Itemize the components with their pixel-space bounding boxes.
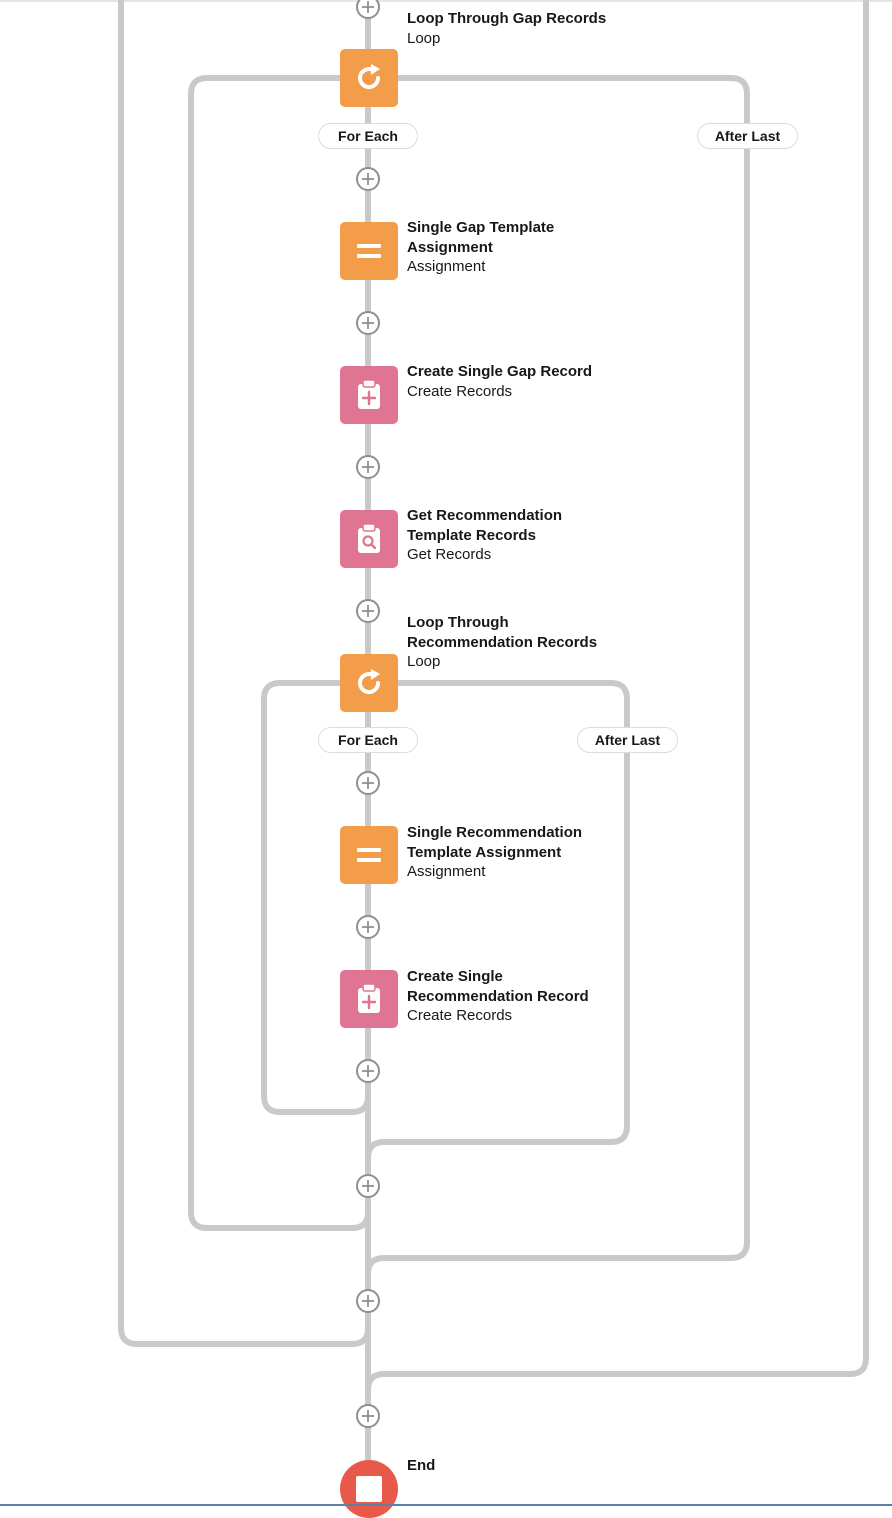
node-type: Loop (407, 653, 441, 670)
plus-icon (362, 173, 374, 185)
plus-icon (362, 777, 374, 789)
branch-label: For Each (338, 128, 398, 144)
node-label-end: End (407, 1456, 435, 1476)
node-create-single-gap-record[interactable] (340, 366, 398, 424)
canvas-top-border (0, 0, 892, 2)
node-get-recommendation-template-records[interactable] (340, 510, 398, 568)
plus-icon (362, 921, 374, 933)
connector-outermost-loop-left (118, 0, 371, 1347)
branch-label: For Each (338, 732, 398, 748)
end-icon (356, 1476, 382, 1502)
node-title: Loop Through Gap Records (407, 10, 607, 27)
plus-icon (362, 1410, 374, 1422)
node-title: End (407, 1457, 436, 1474)
node-type: Create Records (407, 1007, 513, 1024)
node-type: Assignment (407, 863, 486, 880)
plus-icon (362, 1180, 374, 1192)
node-title: Create Single (407, 968, 503, 985)
add-element-button[interactable] (356, 167, 380, 191)
node-type: Assignment (407, 258, 486, 275)
node-title: Assignment (407, 238, 493, 256)
node-label-create-single-recommendation-record: Create Single Recommendation Record Crea… (407, 967, 589, 1026)
node-label-create-single-gap-record: Create Single Gap Record Create Records (407, 362, 592, 401)
add-element-button[interactable] (356, 0, 380, 19)
node-title: Recommendation Record (407, 987, 589, 1005)
node-title: Create Single Gap Record (407, 363, 593, 380)
node-title: Single Gap Template (407, 219, 555, 236)
plus-icon (362, 317, 374, 329)
node-title: Recommendation Records (407, 633, 598, 651)
create-records-icon (358, 983, 380, 1013)
connector-outer-after-last (365, 75, 750, 1277)
node-title: Single Recommendation (407, 824, 583, 841)
connector-outer-loop-back (188, 75, 371, 1231)
node-title: Loop Through (407, 614, 509, 631)
connector-inner-loop-back (261, 680, 371, 1115)
loop-icon (358, 669, 381, 695)
node-label-get-recommendation-template-records: Get Recommendation Template Records Get … (407, 506, 562, 565)
node-create-single-recommendation-record[interactable] (340, 970, 398, 1028)
node-label-loop-recommendation-records: Loop Through Recommendation Records Loop (407, 613, 597, 672)
add-element-button[interactable] (356, 1059, 380, 1083)
get-records-icon (358, 523, 380, 553)
node-label-loop-gap-records: Loop Through Gap Records Loop (407, 9, 606, 48)
node-loop-recommendation-records[interactable] (340, 654, 398, 712)
branch-label: After Last (594, 732, 661, 748)
node-label-single-gap-template-assignment: Single Gap Template Assignment Assignmen… (407, 218, 554, 277)
branch-pill-after-last[interactable]: After Last (577, 727, 678, 753)
add-element-button[interactable] (356, 1174, 380, 1198)
node-type: Create Records (407, 382, 513, 400)
node-loop-gap-records[interactable] (340, 49, 398, 107)
add-element-button[interactable] (356, 1289, 380, 1313)
plus-icon (362, 1, 374, 13)
node-title: Get Recommendation (407, 507, 563, 524)
assignment-icon (357, 848, 381, 862)
node-single-gap-template-assignment[interactable] (340, 222, 398, 280)
node-label-single-recommendation-template-assignment: Single Recommendation Template Assignmen… (407, 823, 582, 882)
canvas-bottom-border (0, 1504, 892, 1506)
add-element-button[interactable] (356, 455, 380, 479)
branch-pill-for-each[interactable]: For Each (318, 123, 418, 149)
connector-inner-after-last (365, 680, 630, 1161)
add-element-button[interactable] (356, 1404, 380, 1428)
create-records-icon (358, 379, 380, 409)
add-element-button[interactable] (356, 599, 380, 623)
add-element-button[interactable] (356, 771, 380, 795)
plus-icon (362, 1295, 374, 1307)
node-single-recommendation-template-assignment[interactable] (340, 826, 398, 884)
branch-label: After Last (714, 128, 781, 144)
node-title: Template Assignment (407, 843, 562, 861)
branch-pill-after-last[interactable]: After Last (697, 123, 798, 149)
add-element-button[interactable] (356, 311, 380, 335)
plus-icon (362, 461, 374, 473)
connector-outermost-right (365, 0, 869, 1393)
node-type: Loop (407, 29, 441, 47)
node-title: Template Records (407, 526, 536, 544)
plus-icon (362, 605, 374, 617)
plus-icon (362, 1065, 374, 1077)
add-element-button[interactable] (356, 915, 380, 939)
node-type: Get Records (407, 546, 492, 563)
loop-icon (358, 64, 381, 90)
assignment-icon (357, 244, 381, 258)
node-end[interactable] (340, 1460, 398, 1518)
branch-pill-for-each[interactable]: For Each (318, 727, 418, 753)
